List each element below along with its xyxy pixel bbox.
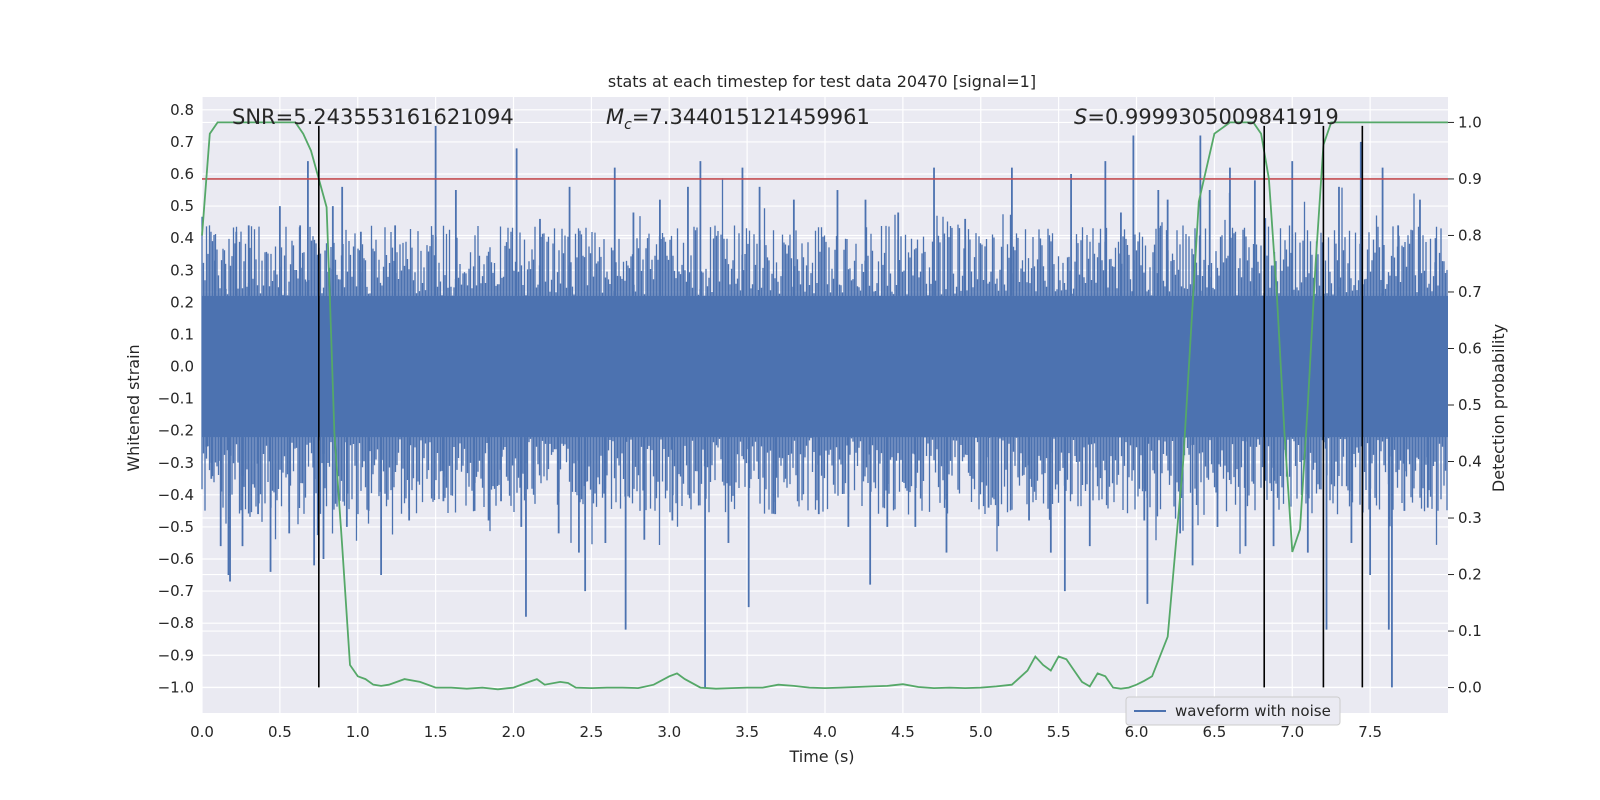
y-left-tick-label: 0.8 [170, 101, 194, 119]
x-tick-label: 0.5 [268, 723, 292, 741]
x-tick-label: 4.0 [813, 723, 837, 741]
x-tick-label: 5.5 [1047, 723, 1071, 741]
y-left-tick-label: −0.8 [158, 614, 194, 632]
y-left-tick-label: −0.3 [158, 454, 194, 472]
y-right-tick-label: 0.8 [1458, 226, 1482, 244]
probability-line [201, 121, 1448, 691]
x-tick-label: 2.0 [502, 723, 526, 741]
score-symbol: S [1074, 105, 1087, 129]
x-tick-label: 6.5 [1202, 723, 1226, 741]
x-tick-label: 1.0 [346, 723, 370, 741]
y-left-tick-label: 0.2 [170, 293, 194, 311]
y-left-tick-label: −0.2 [158, 422, 194, 440]
x-tick-label: 7.5 [1358, 723, 1382, 741]
legend-box [1125, 696, 1341, 726]
legend: waveform with noise [1125, 696, 1341, 726]
vertical-markers [318, 125, 1364, 688]
y-left-tick-label: −0.5 [158, 518, 194, 536]
y-left-tick-label: −0.6 [158, 550, 194, 568]
y-left-tick-label: −0.9 [158, 646, 194, 664]
y-left-tick-label: 0.5 [170, 197, 194, 215]
waveform-series [201, 125, 1448, 688]
y-right-tick-label: 0.0 [1458, 679, 1482, 697]
x-tick-label: 3.0 [657, 723, 681, 741]
y-left-tick-label: 0.1 [170, 325, 194, 343]
y-right-tick-label: 0.3 [1458, 509, 1482, 527]
y-right-axis-label: Detection probability [1489, 324, 1508, 492]
x-tick-label: 2.5 [579, 723, 603, 741]
chirp-mass-symbol: M [606, 105, 624, 129]
score-value: =0.9999305009841919 [1087, 105, 1338, 129]
y-right-tick-label: 0.6 [1458, 339, 1482, 357]
x-tick-label: 6.0 [1125, 723, 1149, 741]
y-right-tick-label: 0.5 [1458, 396, 1482, 414]
x-axis-label: Time (s) [788, 747, 854, 766]
chirp-mass-subscript: c [624, 117, 632, 133]
y-right-tick-label: 0.9 [1458, 170, 1482, 188]
snr-annotation: SNR=5.243553161621094 [232, 105, 514, 129]
x-tick-label: 0.0 [190, 723, 214, 741]
y-left-tick-label: 0.6 [170, 165, 194, 183]
y-right-axis-ticks: 1.0 0.9 0.8 0.7 0.6 0.5 0.4 0.3 0.2 0.1 0.0 [1448, 113, 1482, 697]
legend-label: waveform with noise [1175, 702, 1331, 720]
y-left-axis-ticks: 0.8 0.7 0.6 0.5 0.4 0.3 0.2 0.1 0.0 −0.1 −0.2 −0.3 −… [158, 101, 194, 696]
y-left-tick-label: 0.4 [170, 229, 194, 247]
chirp-mass-value: =7.344015121459961 [632, 105, 870, 129]
y-right-tick-label: 0.7 [1458, 283, 1482, 301]
y-left-tick-label: 0.7 [170, 133, 194, 151]
y-left-tick-label: −0.1 [158, 390, 194, 408]
x-axis-ticks: 0.0 0.5 1.0 1.5 2.0 2.5 3.0 3.5 4.0 4.5 5.0 5.5 6.0 6… [190, 723, 1382, 741]
score-annotation: S=0.9999305009841919 [1074, 105, 1339, 129]
y-left-tick-label: −0.7 [158, 582, 194, 600]
y-right-tick-label: 0.2 [1458, 566, 1482, 584]
x-tick-label: 7.0 [1280, 723, 1304, 741]
chirp-mass-annotation: Mc=7.344015121459961 [606, 105, 870, 133]
x-tick-label: 4.5 [891, 723, 915, 741]
y-left-tick-label: 0.3 [170, 261, 194, 279]
y-left-tick-label: −0.4 [158, 486, 194, 504]
y-left-tick-label: 0.0 [170, 358, 194, 376]
y-right-tick-label: 0.1 [1458, 622, 1482, 640]
y-left-tick-label: −1.0 [158, 678, 194, 696]
probability-series [201, 121, 1448, 691]
x-tick-label: 3.5 [735, 723, 759, 741]
chart-title: stats at each timestep for test data 204… [608, 72, 1036, 91]
x-tick-label: 5.0 [969, 723, 993, 741]
x-tick-label: 1.5 [424, 723, 448, 741]
y-right-tick-label: 0.4 [1458, 453, 1482, 471]
y-right-tick-label: 1.0 [1458, 113, 1482, 131]
y-left-axis-label: Whitened strain [124, 344, 143, 471]
